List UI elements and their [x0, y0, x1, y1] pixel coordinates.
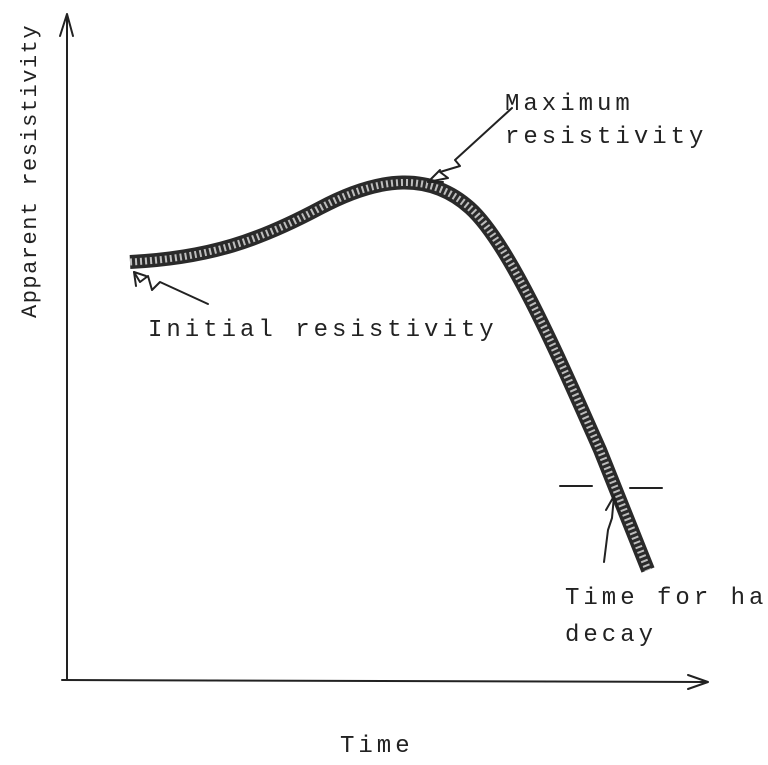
x-axis-arrow [687, 674, 709, 690]
x-axis [61, 679, 706, 683]
half-decay-label: Time for half [565, 585, 768, 612]
y-axis-label: Apparent resistivity [18, 24, 43, 318]
initial-label: Initial resistivity [148, 317, 498, 344]
x-axis-label: Time [340, 733, 414, 760]
half-decay-arrowhead [605, 495, 620, 512]
maximum-label: Maximum [505, 91, 634, 118]
y-axis-arrow [59, 13, 74, 37]
maximum-arrow [427, 107, 513, 183]
maximum-arrowhead [427, 169, 444, 183]
half-decay-label: decay [565, 622, 657, 649]
half-decay-arrow [603, 495, 615, 563]
maximum-label: resistivity [505, 124, 707, 151]
curve-texture [129, 179, 652, 572]
initial-arrow [133, 271, 209, 305]
initial-arrowhead [133, 271, 147, 287]
